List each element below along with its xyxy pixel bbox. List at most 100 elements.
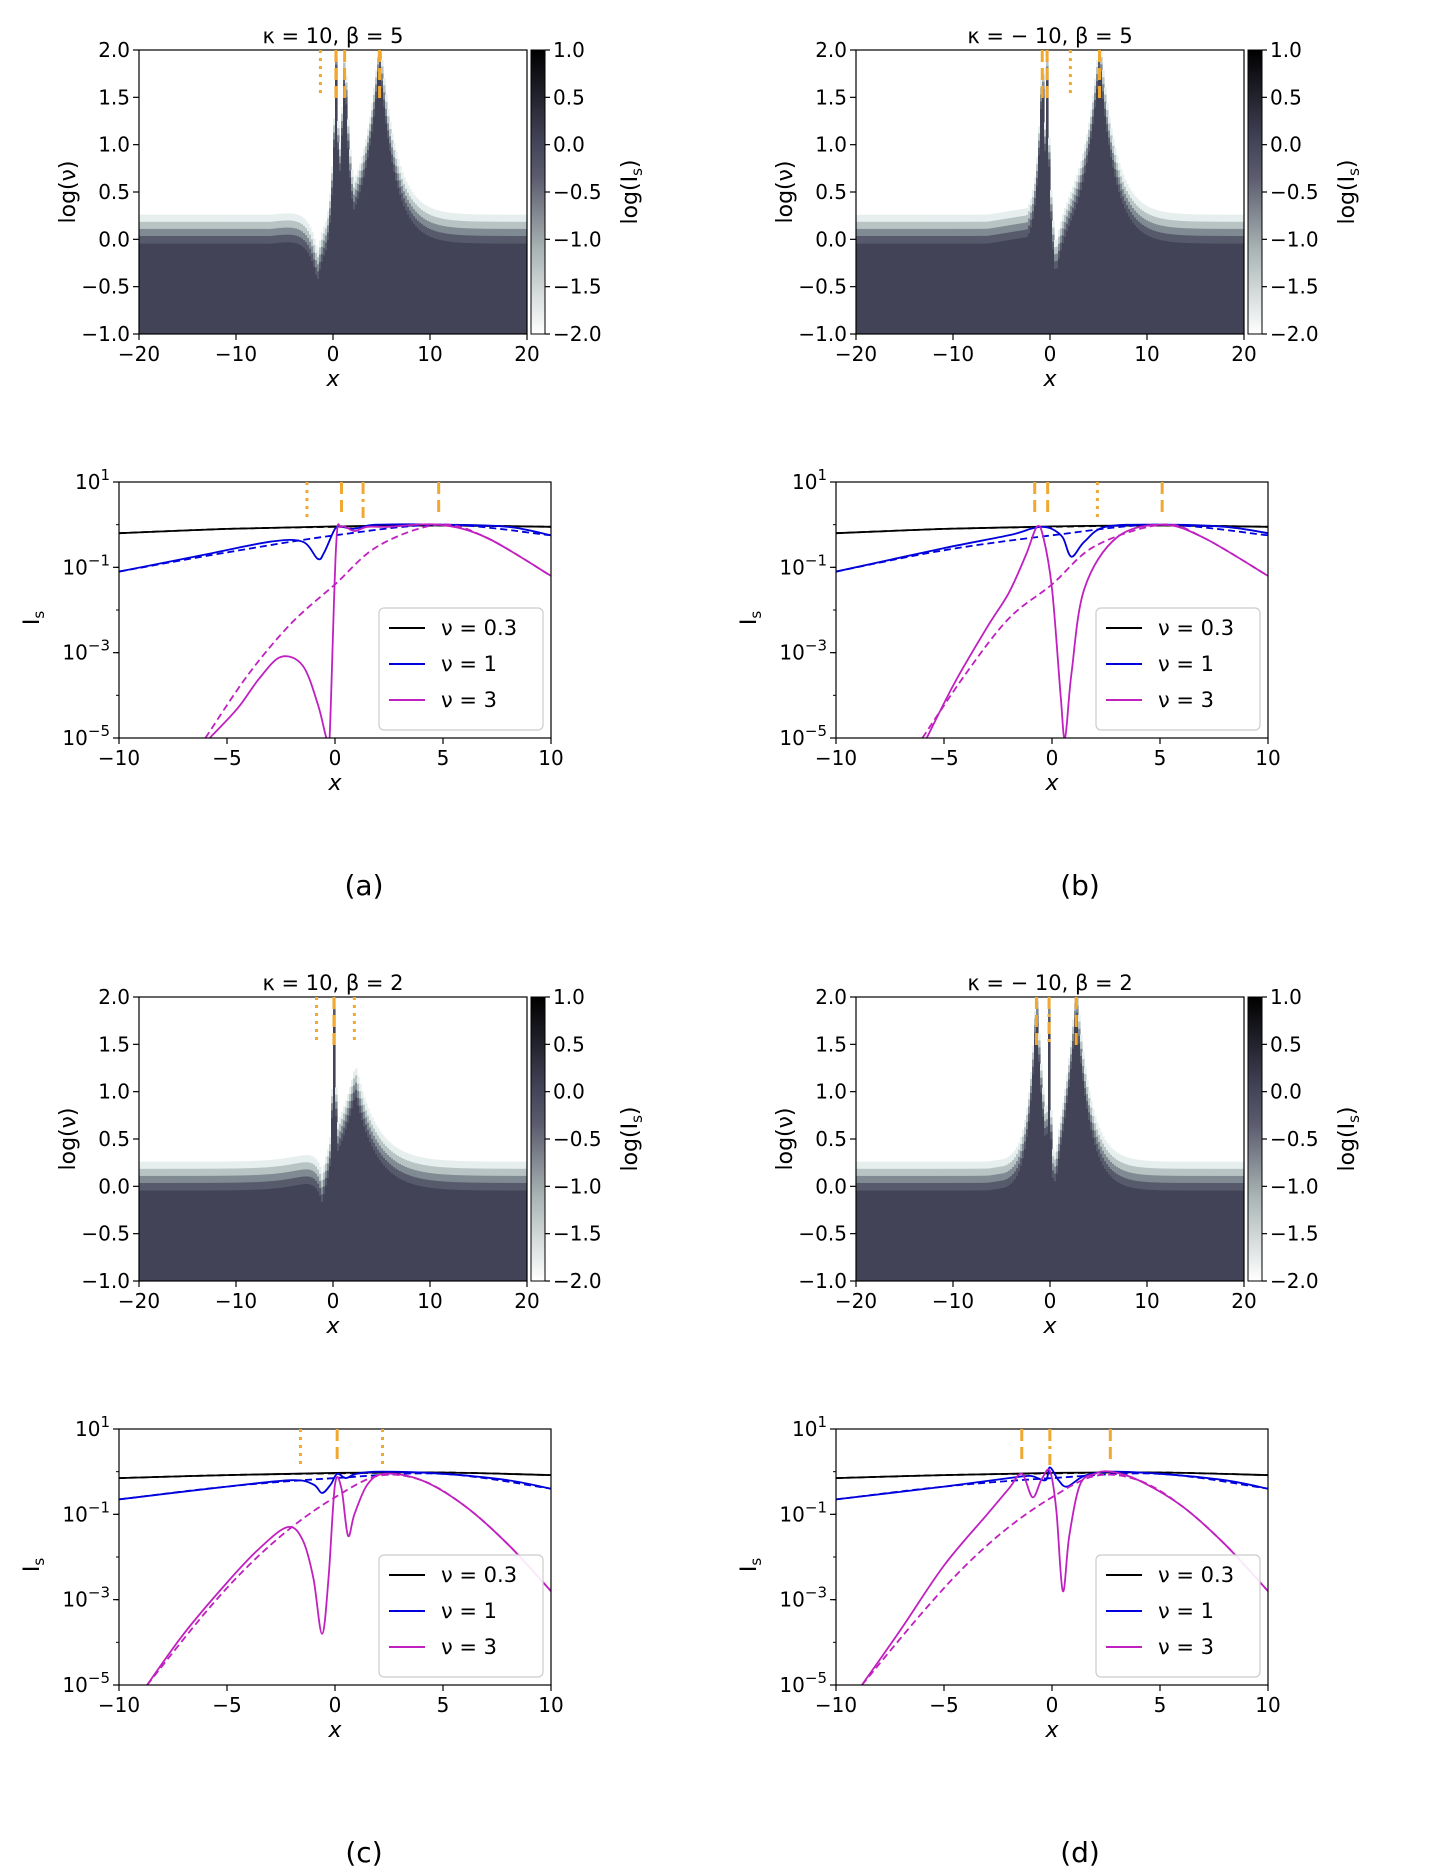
heatmap-fade xyxy=(469,228,472,236)
heatmap-fade xyxy=(263,1181,266,1190)
heatmap-fade xyxy=(213,1168,216,1177)
heatmap-fade xyxy=(1080,161,1083,169)
heatmap-fade xyxy=(1026,207,1029,216)
heatmap-fade xyxy=(922,228,925,237)
heatmap-fade xyxy=(1204,1175,1207,1184)
heatmap-fade xyxy=(930,221,933,230)
heatmap-fade xyxy=(401,1157,404,1166)
heatmap-fade xyxy=(944,1183,947,1191)
heatmap-fade xyxy=(411,192,414,200)
heatmap-cell xyxy=(962,243,965,334)
heatmap-fade xyxy=(245,214,248,223)
heatmap-fade xyxy=(411,213,414,222)
heatmap-cell xyxy=(938,1190,941,1281)
heatmap-fade xyxy=(227,221,230,230)
heatmap-fade xyxy=(451,220,454,228)
heatmap-cell xyxy=(337,1150,340,1281)
heatmap-cell xyxy=(215,1189,218,1281)
heatmap-fade xyxy=(511,1182,514,1191)
heatmap-cell xyxy=(1144,233,1147,334)
heatmap-fade xyxy=(515,1161,518,1170)
heatmap-cell xyxy=(151,1190,154,1281)
heatmap-fade xyxy=(205,1182,208,1191)
heatmap-fade xyxy=(1016,224,1019,232)
heatmap-fade xyxy=(423,1179,426,1187)
heatmap-fade xyxy=(419,1171,422,1179)
heatmap-xlabel: x xyxy=(325,1314,340,1339)
heatmap-fade xyxy=(233,1168,236,1177)
heatmap-fade xyxy=(1148,1160,1151,1169)
x-tick-label: −10 xyxy=(215,1289,257,1313)
heatmap-fade xyxy=(463,1168,466,1176)
heatmap-fade xyxy=(483,221,486,230)
heatmap-fade xyxy=(321,232,324,241)
heatmap-fade xyxy=(461,220,464,229)
heatmap-fade xyxy=(395,1147,398,1155)
heatmap-fade xyxy=(1216,1183,1219,1191)
heatmap-fade xyxy=(169,214,172,223)
heatmap-fade xyxy=(401,171,404,180)
series--3-ref- xyxy=(921,523,1268,738)
heatmap-fade xyxy=(339,156,342,164)
heatmap-fade xyxy=(920,221,923,230)
heatmap-fade xyxy=(898,236,901,244)
heatmap-fade xyxy=(946,1161,949,1170)
heatmap-fade xyxy=(293,1156,296,1165)
heatmap-fade xyxy=(1052,1156,1055,1164)
heatmap-fade xyxy=(399,180,402,188)
heatmap-fade xyxy=(317,1176,320,1185)
heatmap-cell xyxy=(884,1190,887,1281)
heatmap-fade xyxy=(1094,85,1097,94)
heatmap-cell xyxy=(1032,218,1035,334)
heatmap-fade xyxy=(499,1168,502,1177)
heatmap-fade xyxy=(892,1183,895,1191)
heatmap-fade xyxy=(333,1009,336,1018)
heatmap-fade xyxy=(1238,1161,1241,1170)
heatmap-fade xyxy=(459,1175,462,1183)
heatmap-fade xyxy=(265,236,268,244)
heatmap-fade xyxy=(1118,163,1121,171)
heatmap-fade xyxy=(459,1182,462,1190)
heatmap-cell xyxy=(345,104,348,334)
x-tick-label: 5 xyxy=(1154,746,1167,770)
heatmap-cell xyxy=(155,1190,158,1281)
heatmap-fade xyxy=(1192,228,1195,237)
heatmap-fade xyxy=(962,1175,965,1184)
heatmap-fade xyxy=(1168,233,1171,242)
heatmap-cell xyxy=(1214,1190,1217,1281)
heatmap-fade xyxy=(189,1182,192,1191)
heatmap-fade xyxy=(379,1138,382,1147)
heatmap-fade xyxy=(243,1182,246,1191)
heatmap-cell xyxy=(1026,236,1029,334)
heatmap-fade xyxy=(257,214,260,223)
heatmap-fade xyxy=(223,236,226,244)
heatmap-fade xyxy=(910,228,913,237)
heatmap-fade xyxy=(1060,228,1063,237)
heatmap-fade xyxy=(1050,1110,1053,1118)
heatmap-fade xyxy=(237,221,240,230)
heatmap-fade xyxy=(1004,218,1007,227)
heatmap-fade xyxy=(1128,1179,1131,1187)
heatmap-fade xyxy=(159,1168,162,1177)
heatmap-fade xyxy=(517,214,520,223)
heatmap-fade xyxy=(405,1159,408,1168)
heatmap-fade xyxy=(964,221,967,230)
heatmap-cell xyxy=(1170,241,1173,334)
heatmap-fade xyxy=(491,214,494,223)
heatmap-fade xyxy=(237,236,240,244)
heatmap-fade xyxy=(437,1159,440,1168)
heatmap-fade xyxy=(335,1101,338,1110)
heatmap-fade xyxy=(305,1155,308,1163)
heatmap-fade xyxy=(397,1169,400,1178)
heatmap-fade xyxy=(437,210,440,219)
heatmap-fade xyxy=(878,1168,881,1177)
heatmap-cell xyxy=(858,243,861,334)
heatmap-fade xyxy=(1032,1045,1035,1053)
heatmap-fade xyxy=(503,235,506,244)
heatmap-fade xyxy=(487,214,490,223)
heatmap-fade xyxy=(1178,234,1181,243)
heatmap-fade xyxy=(251,214,254,223)
heatmap-fade xyxy=(968,214,971,223)
heatmap-fade xyxy=(301,217,304,225)
heatmap-cell xyxy=(139,1190,142,1281)
